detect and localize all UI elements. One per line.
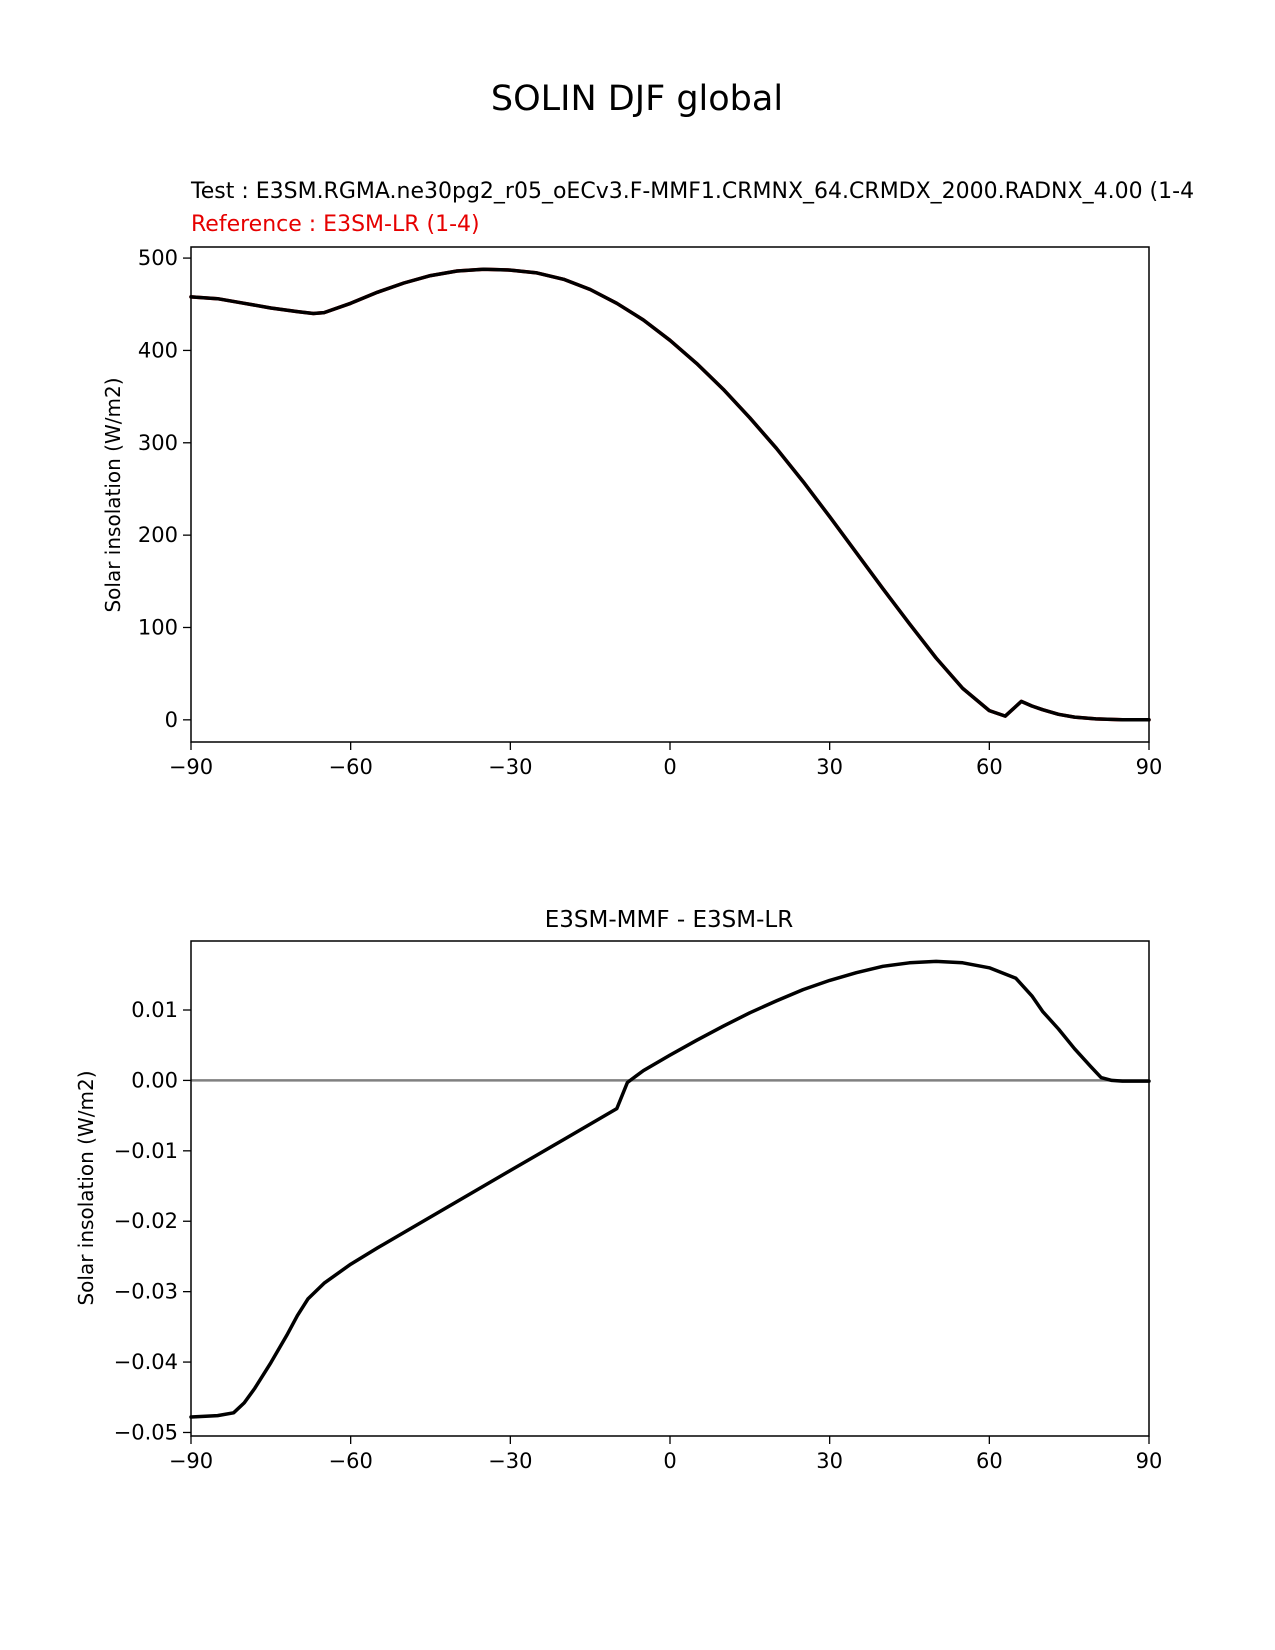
y-tick-label: 400 (138, 338, 178, 362)
y-tick-label: 200 (138, 523, 178, 547)
bottom-ylabel: Solar insolation (W/m2) (74, 1070, 98, 1305)
x-tick-label: −60 (329, 755, 373, 779)
y-tick-label: −0.03 (114, 1280, 178, 1304)
x-tick-label: −30 (488, 1449, 532, 1473)
bottom-title: E3SM-MMF - E3SM-LR (545, 907, 793, 933)
x-tick-label: 30 (816, 755, 843, 779)
top-plot-area: −90 −60 −30 0 30 60 90 0 100 200 300 400 500 (138, 246, 1162, 779)
y-tick-label: −0.05 (114, 1420, 178, 1444)
series-line-0 (189, 959, 1151, 1419)
x-tick-label: 60 (976, 1449, 1003, 1473)
series-line-0 (189, 267, 1151, 722)
x-tick-label: −90 (169, 1449, 213, 1473)
y-tick-label: −0.04 (114, 1350, 178, 1374)
y-tick-label: 0.01 (131, 998, 178, 1022)
axes-frame (190, 246, 1150, 743)
top-ylabel: Solar insolation (W/m2) (101, 377, 125, 612)
x-tick-label: −30 (488, 755, 532, 779)
axes-frame (190, 940, 1150, 1437)
y-tick-label: 0.00 (131, 1068, 178, 1092)
bottom-plot-area: −90 −60 −30 0 30 60 90 0.01 0.00 −0.01 −0.02 −0.03 −… (114, 940, 1163, 1473)
y-tick-label: 500 (138, 246, 178, 270)
x-tick-label: 0 (663, 1449, 676, 1473)
figure-title: SOLIN DJF global (491, 79, 783, 119)
reference-label: Reference : E3SM-LR (1-4) (191, 212, 480, 237)
y-tick-label: −0.02 (114, 1209, 178, 1233)
y-tick-label: 300 (138, 431, 178, 455)
y-tick-label: 100 (138, 615, 178, 639)
x-tick-label: 0 (663, 755, 676, 779)
y-tick-label: −0.01 (114, 1139, 178, 1163)
x-tick-label: 30 (816, 1449, 843, 1473)
top-panel: Test : E3SM.RGMA.ne30pg2_r05_oECv3.F-MMF… (101, 179, 1194, 779)
x-tick-label: −60 (329, 1449, 373, 1473)
bottom-panel: E3SM-MMF - E3SM-LR −90 −60 −30 0 30 60 90 0.01 0… (74, 907, 1162, 1473)
test-label: Test : E3SM.RGMA.ne30pg2_r05_oECv3.F-MMF… (190, 179, 1194, 204)
series-line-1 (189, 267, 1151, 722)
x-tick-label: 60 (976, 755, 1003, 779)
x-tick-label: 90 (1136, 755, 1163, 779)
x-tick-label: 90 (1136, 1449, 1163, 1473)
x-tick-label: −90 (169, 755, 213, 779)
y-tick-label: 0 (165, 708, 178, 732)
